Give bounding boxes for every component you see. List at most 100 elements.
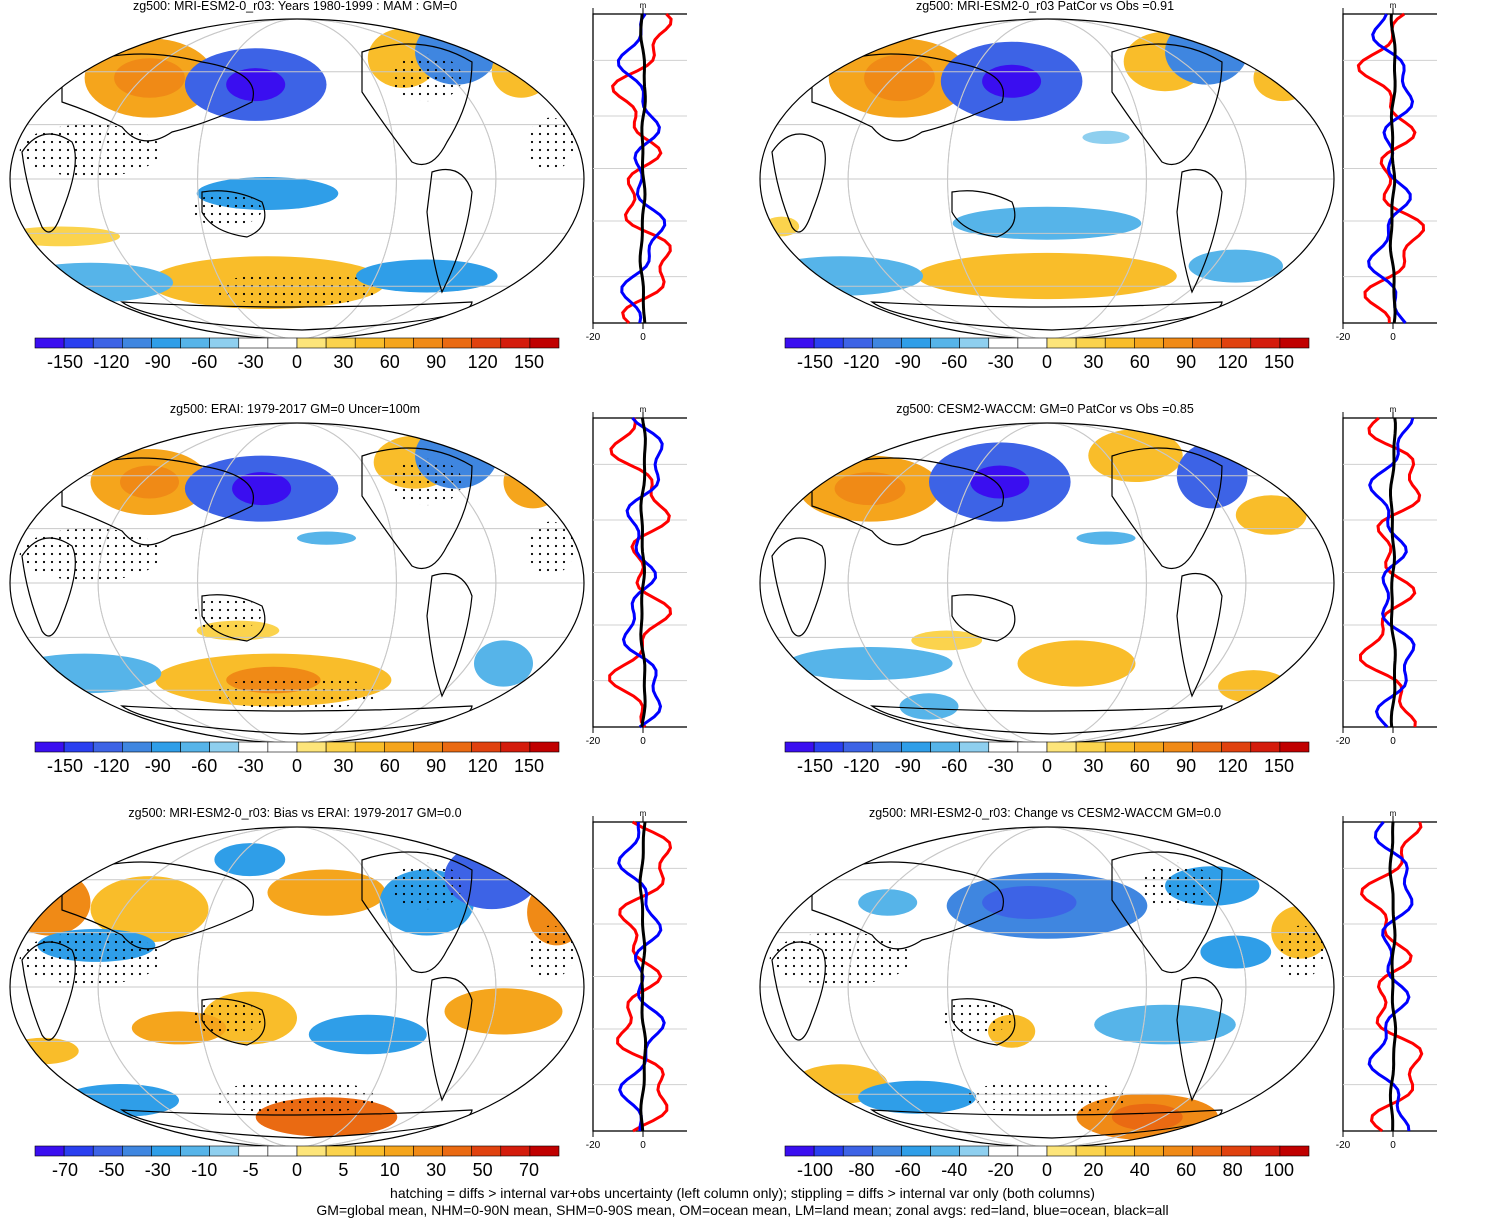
colorbar-swatch [122,1145,152,1157]
colorbar-swatch [209,741,240,753]
colorbar-label: -90 [145,352,171,372]
coastlines [771,851,1223,1139]
colorbar-label: -120 [843,756,879,776]
anomaly-contour [10,262,174,303]
colorbar-swatch [325,741,356,753]
continent-outline [1111,851,1223,974]
colorbar-swatch [872,1145,902,1157]
colorbar-swatch [325,1145,356,1157]
continent-outline [426,572,473,698]
footer-note-1: hatching = diffs > internal var+obs unce… [390,1185,1095,1201]
land-zonal-line [616,820,673,1133]
colorbar-swatch [63,741,94,753]
colorbar-label: 60 [1130,756,1150,776]
all-zonal-line [1388,821,1398,1132]
colorbar-swatch [784,741,815,753]
zonal-profile-5: 60N30N030S60S-20020m [586,809,687,1151]
profile-xlabel: 0 [1390,332,1396,343]
colorbar-swatch [901,337,931,349]
colorbar-label: 30 [333,756,353,776]
colorbar-label: -70 [52,1160,78,1180]
colorbar-label: 80 [1223,1160,1243,1180]
colorbar-swatch [34,337,65,349]
anomaly-contour [970,465,1030,499]
map-panel-5 [9,826,585,1148]
anomaly-contour [1218,670,1289,704]
stippling-region [940,1001,1012,1035]
colorbar-label: 150 [1264,756,1294,776]
stippling-region [769,932,912,985]
colorbar-label: -30 [988,352,1014,372]
colorbar-swatch [500,337,531,349]
zonal-profile-3: 60N30N030S60S-20020m [586,405,687,747]
continent-outline [361,43,473,166]
anomaly-contour [10,653,162,694]
continent-outline [21,537,76,637]
colorbar-swatch [267,1145,298,1157]
colorbar-swatch [151,337,181,349]
anomaly-contour [1017,640,1136,687]
colorbar-label: 70 [519,1160,539,1180]
colorbar-label: -120 [93,352,129,372]
colorbar-swatch [267,741,298,753]
colorbar-swatch [354,1145,385,1157]
colorbar-label: 120 [468,756,498,776]
continent-outline [61,457,254,546]
profile-unit: m [640,1,647,10]
colorbar-label: 30 [1083,756,1103,776]
colorbar-swatch [959,741,990,753]
colorbar-swatch [842,741,873,753]
profile-unit: m [1390,405,1397,414]
continent-outline [61,861,254,950]
all-zonal-line [639,417,647,728]
anomaly-contour [982,886,1077,919]
colorbar-swatch [1163,337,1193,349]
anomaly-contour [297,531,356,545]
stippling-region [19,932,162,985]
stippling-region [214,272,380,306]
colorbar-swatch [842,337,873,349]
all-zonal-line [638,13,647,324]
colorbar-swatch [1017,741,1048,753]
stippling-region [190,597,262,631]
colorbar-label: 0 [1042,352,1052,372]
colorbar-swatch [471,1145,502,1157]
stippling-region [527,117,575,171]
colorbar-swatch [959,1145,990,1157]
colorbar-swatch [296,741,327,753]
land-zonal-line [1356,12,1426,324]
map-field [10,827,584,1147]
stippling-region [391,862,463,910]
colorbar-4: -150 -120 -90 -60 -30 0 30 60 90 120 150 [784,741,1310,776]
map-panel-3 [9,422,585,744]
continent-outline [811,457,1004,546]
map-panel-4 [759,422,1335,744]
colorbar-swatch [1192,1145,1222,1157]
colorbar-swatch [122,741,152,753]
ocean-zonal-line [1367,13,1415,324]
anomaly-contour [858,1080,977,1114]
colorbar-label: -30 [238,352,264,372]
land-zonal-line [608,417,673,728]
profile-xlabel: 0 [1390,1140,1396,1151]
colorbar-swatch [34,741,65,753]
colorbar-swatch [1221,1145,1252,1157]
profile-xlabel: -20 [586,736,601,747]
profile-unit: m [1390,809,1397,818]
colorbar-swatch [1134,337,1164,349]
colorbar-swatch [180,1145,210,1157]
continent-outline [21,941,76,1041]
colorbar-label: 50 [473,1160,493,1180]
colorbar-swatch [151,1145,181,1157]
meridian-line [847,423,1247,743]
colorbar-swatch [842,1145,873,1157]
colorbar-swatch [1075,1145,1106,1157]
anomaly-contour [1188,249,1283,283]
all-zonal-line [638,821,648,1132]
anomaly-contour [308,1014,427,1055]
colorbar-swatch [1279,337,1310,349]
colorbar-label: 30 [333,352,353,372]
colorbar-label: 0 [1042,1160,1052,1180]
colorbar-swatch [413,741,443,753]
colorbar-swatch [325,337,356,349]
